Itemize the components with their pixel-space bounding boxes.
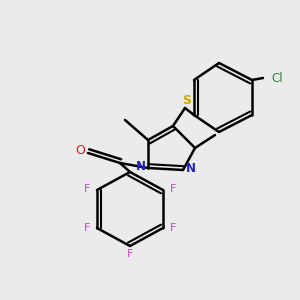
Text: F: F xyxy=(169,223,176,233)
Text: F: F xyxy=(84,223,91,233)
Text: F: F xyxy=(84,184,91,194)
Text: F: F xyxy=(169,184,176,194)
Text: N: N xyxy=(136,160,146,173)
Text: F: F xyxy=(127,249,133,260)
Text: Cl: Cl xyxy=(271,71,283,85)
Text: N: N xyxy=(185,162,196,175)
Text: O: O xyxy=(75,143,85,157)
Text: S: S xyxy=(182,94,191,107)
